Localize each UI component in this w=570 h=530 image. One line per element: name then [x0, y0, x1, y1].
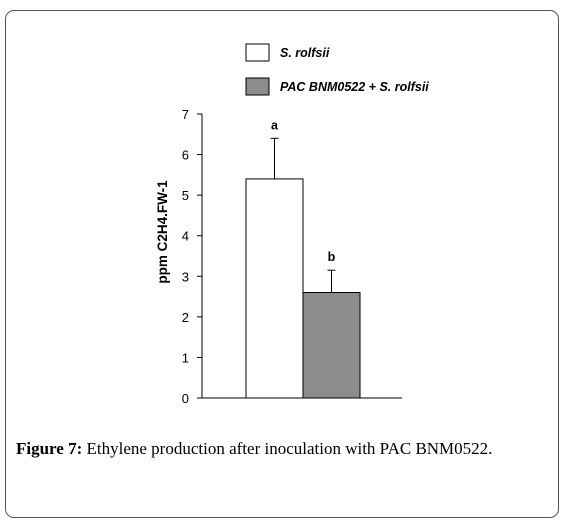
y-tick-label: 3 — [182, 269, 189, 284]
legend: S. rolfsii PAC BNM0522 + S. rolfsii — [245, 43, 429, 96]
caption-label: Figure 7: — [16, 439, 83, 458]
significance-label: b — [328, 250, 336, 264]
chart-bars: ab — [245, 118, 361, 399]
y-tick-label: 6 — [182, 148, 189, 163]
y-tick-label: 4 — [182, 229, 189, 244]
y-tick-label: 0 — [182, 391, 189, 406]
figure-frame — [5, 10, 559, 518]
figure-caption: Figure 7: Ethylene production after inoc… — [16, 437, 551, 460]
y-axis-label: ppm C2H4.FW-1 — [155, 180, 170, 284]
legend-label: S. rolfsii — [280, 46, 330, 60]
legend-label: PAC BNM0522 + S. rolfsii — [280, 80, 429, 94]
legend-swatch — [245, 77, 270, 96]
significance-label: a — [271, 118, 279, 132]
y-tick-label: 2 — [182, 310, 189, 325]
y-tick-label: 7 — [182, 107, 189, 122]
legend-swatch — [245, 43, 270, 62]
y-tick-label: 5 — [182, 188, 189, 203]
caption-text: Ethylene production after inoculation wi… — [86, 439, 493, 458]
bar-chart: S. rolfsii PAC BNM0522 + S. rolfsii 0 1 2 3 4… — [155, 43, 429, 406]
y-tick-label: 1 — [182, 350, 189, 365]
chart-axes: 0 1 2 3 4 5 6 7 — [182, 107, 402, 406]
bar — [302, 292, 361, 399]
bar — [245, 178, 304, 399]
